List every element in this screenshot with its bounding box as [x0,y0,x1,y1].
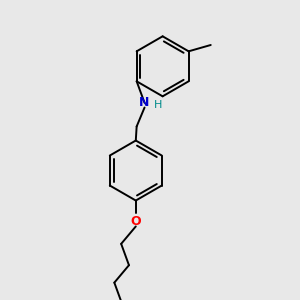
Text: H: H [153,100,162,110]
Text: O: O [130,215,141,228]
Text: N: N [140,96,150,109]
